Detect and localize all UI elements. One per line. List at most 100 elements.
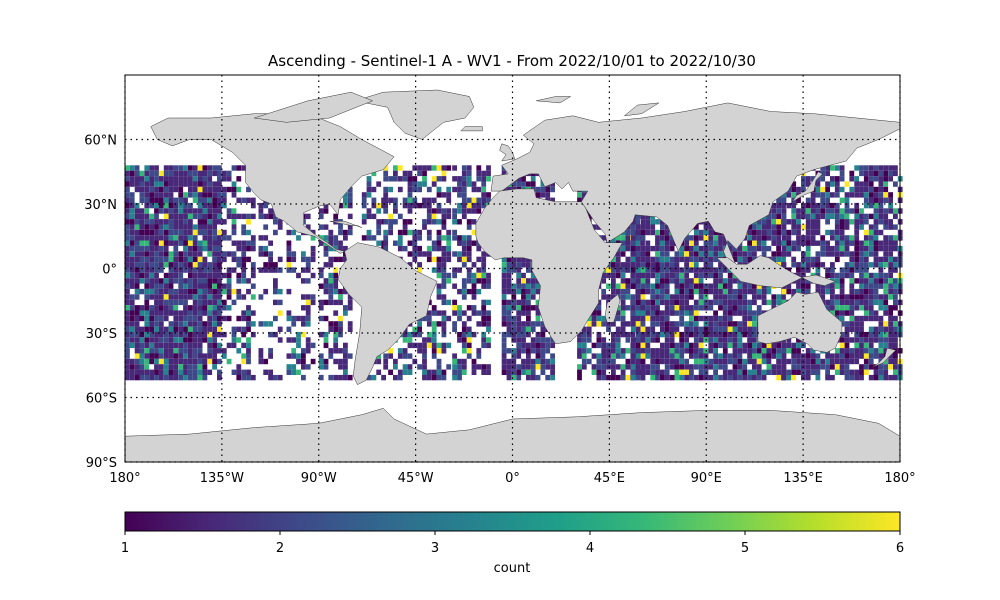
data-cell [830, 235, 835, 241]
data-cell [383, 165, 389, 171]
data-cell [664, 267, 670, 273]
data-cell [781, 240, 787, 246]
data-cell [144, 176, 150, 182]
data-cell [263, 321, 269, 327]
data-cell [457, 288, 462, 295]
data-cell [301, 348, 306, 354]
data-cell [732, 342, 738, 349]
data-cell [878, 331, 884, 338]
data-cell [713, 229, 718, 236]
data-cell [635, 364, 641, 370]
data-cell [144, 235, 150, 241]
data-cell [333, 374, 339, 381]
data-cell [796, 348, 801, 354]
data-cell [178, 315, 184, 322]
data-cell [693, 358, 699, 365]
data-cell [669, 305, 675, 311]
data-cell [376, 181, 382, 187]
data-cell [611, 288, 616, 295]
data-cell [650, 294, 656, 300]
data-cell [236, 262, 242, 268]
data-cell [338, 331, 343, 338]
data-cell [535, 315, 541, 322]
data-cell [834, 219, 840, 225]
data-cell [301, 267, 306, 273]
data-cell [839, 165, 845, 171]
data-cell [178, 288, 184, 295]
data-cell [466, 353, 472, 359]
data-cell [426, 251, 432, 257]
data-cell [144, 224, 150, 230]
data-cell [158, 364, 164, 370]
data-cell [815, 202, 821, 209]
data-cell [801, 224, 806, 230]
data-cell [655, 321, 660, 327]
data-cell [844, 213, 850, 220]
data-cell [645, 315, 651, 322]
data-cell [674, 294, 680, 300]
data-cell [545, 358, 551, 365]
data-cell [277, 337, 283, 343]
data-cell [815, 358, 821, 365]
data-cell [713, 294, 718, 300]
data-cell [540, 353, 546, 359]
data-cell [328, 321, 334, 327]
data-cell [863, 294, 869, 300]
data-cell [168, 165, 174, 171]
data-cell [776, 224, 781, 230]
data-cell [521, 288, 526, 295]
data-cell [863, 369, 869, 375]
data-cell [718, 315, 723, 322]
data-cell [689, 353, 694, 359]
data-cell [217, 165, 222, 171]
data-cell [878, 364, 884, 370]
data-cell [446, 251, 452, 257]
data-cell [338, 294, 343, 300]
data-cell [756, 229, 762, 236]
data-cell [878, 374, 884, 381]
data-cell [441, 192, 447, 198]
data-cell [402, 219, 408, 225]
data-cell [476, 170, 482, 177]
data-cell [426, 235, 432, 241]
data-cell [801, 186, 806, 193]
data-cell [212, 186, 217, 193]
data-cell [625, 337, 631, 343]
data-cell [144, 310, 150, 316]
data-cell [407, 353, 413, 359]
data-cell [436, 283, 442, 289]
data-cell [388, 348, 393, 354]
data-cell [173, 202, 179, 209]
data-cell [212, 245, 217, 252]
data-cell [501, 321, 507, 327]
data-cell [878, 262, 884, 268]
data-cell [883, 337, 889, 343]
data-cell [863, 299, 869, 306]
data-cell [878, 213, 884, 220]
data-cell [212, 235, 217, 241]
data-cell [461, 245, 467, 252]
data-cell [134, 358, 140, 365]
data-cell [431, 348, 437, 354]
data-cell [163, 224, 169, 230]
data-cell [305, 267, 311, 273]
data-cell [550, 342, 555, 349]
data-cell [250, 235, 256, 241]
data-cell [149, 240, 154, 246]
data-cell [601, 337, 607, 343]
data-cell [859, 294, 864, 300]
data-cell [586, 358, 592, 365]
data-cell [154, 208, 159, 214]
data-cell [766, 229, 772, 236]
data-cell [371, 197, 377, 203]
data-cell [630, 353, 636, 359]
data-cell [645, 219, 651, 225]
data-cell [601, 235, 607, 241]
data-cell [859, 240, 864, 246]
data-cell [393, 358, 398, 365]
data-cell [461, 321, 467, 327]
data-cell [154, 181, 159, 187]
data-cell [752, 358, 757, 365]
data-cell [192, 235, 198, 241]
data-cell [664, 321, 670, 327]
